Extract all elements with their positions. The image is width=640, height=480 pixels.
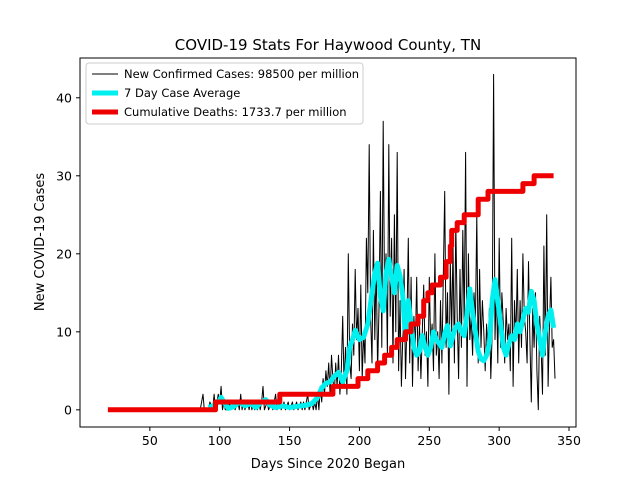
y-tick-label: 0 (64, 402, 72, 417)
x-tick-label: 100 (208, 433, 232, 448)
plot-frame (79, 57, 577, 428)
x-tick-label: 50 (142, 433, 158, 448)
x-tick-label: 350 (557, 433, 581, 448)
x-tick-label: 250 (417, 433, 441, 448)
chart-title: COVID-19 Stats For Haywood County, TN (175, 36, 481, 54)
legend-label-7-day-average: 7 Day Case Average (124, 86, 240, 100)
x-axis-label: Days Since 2020 Began (251, 457, 406, 472)
y-tick-label: 40 (56, 90, 72, 105)
x-tick-label: 300 (487, 433, 511, 448)
y-axis-label: New COVID-19 Cases (33, 173, 48, 311)
x-tick-label: 150 (278, 433, 302, 448)
series-line-cumulative-deaths (107, 173, 554, 413)
x-axis: 50 100 150 200 250 300 350 (142, 427, 581, 448)
y-tick-label: 30 (56, 168, 72, 183)
plot-area (107, 73, 557, 413)
series-line-new-cases (107, 73, 556, 411)
x-tick-label: 200 (348, 433, 372, 448)
y-axis: 0 10 20 30 40 (56, 90, 80, 417)
legend-label-cumulative-deaths: Cumulative Deaths: 1733.7 per million (124, 105, 347, 119)
y-tick-label: 20 (56, 246, 72, 261)
legend: New Confirmed Cases: 98500 per million 7… (85, 62, 364, 125)
series-line-7-day-average (207, 256, 557, 411)
legend-label-new-cases: New Confirmed Cases: 98500 per million (124, 67, 359, 81)
y-tick-label: 10 (56, 324, 72, 339)
legend-frame (85, 62, 364, 125)
